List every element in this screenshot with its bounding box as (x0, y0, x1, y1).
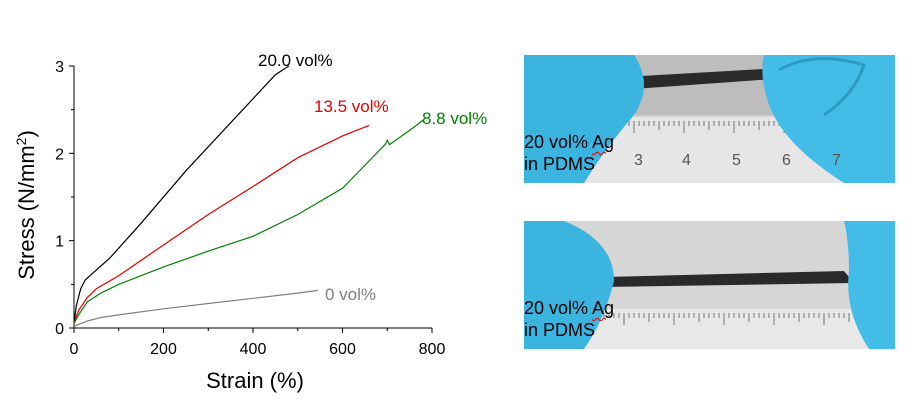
series-line (73, 65, 290, 324)
photo-top-image: 3 4 5 6 7 (524, 55, 895, 183)
x-tick-label: 0 (70, 341, 79, 358)
ruler-number: 6 (782, 152, 791, 169)
series-line (73, 124, 370, 324)
y-tick-label: 3 (55, 59, 64, 76)
photo-bottom-caption: 20 vol% Ag in PDMS (524, 297, 614, 341)
caption-line-1: 20 vol% Ag (524, 298, 615, 318)
x-axis-label: Strain (%) (206, 368, 304, 393)
photo-unstretched-sample: 20 vol% Ag in PDMS (524, 221, 895, 349)
ruler-number: 7 (832, 152, 841, 169)
glove-left-bottom (524, 221, 614, 349)
photo-stretched-sample: 3 4 5 6 7 20 vol% Ag in PDMS (524, 55, 895, 183)
glove-right-top (762, 55, 895, 183)
series-line (73, 289, 318, 327)
y-axis-label-main: Stress (N/mm (14, 145, 39, 279)
x-tick-label: 800 (419, 341, 446, 358)
caption-line-2: in PDMS (524, 154, 596, 174)
series-label: 20.0 vol% (258, 51, 333, 70)
stress-strain-chart: 0 200 400 600 800 0 1 2 3 20.0 vol% 13.5 vol% 8.8 … (13, 51, 487, 393)
y-axis-label-close: ) (14, 130, 39, 137)
y-tick-label: 2 (55, 146, 64, 163)
y-tick-label: 1 (55, 234, 64, 251)
series-label: 8.8 vol% (422, 109, 487, 128)
x-tick-label: 400 (240, 341, 267, 358)
caption-line-1: 20 vol% Ag (524, 132, 615, 152)
chart-series (73, 65, 424, 327)
glove-right-bottom (844, 221, 895, 349)
caption-line-2: in PDMS (524, 320, 596, 340)
ruler-number: 5 (732, 152, 741, 169)
x-tick-label: 200 (150, 341, 177, 358)
sample-strip-bottom (604, 271, 854, 287)
y-axis-label-sup: 2 (13, 137, 29, 145)
photo-bottom-image (524, 221, 895, 349)
x-tick-label: 600 (329, 341, 356, 358)
y-axis-label: Stress (N/mm2) (13, 130, 39, 280)
series-line (73, 119, 424, 324)
ruler-number: 4 (682, 152, 691, 169)
glove-left-top (524, 55, 644, 183)
series-label: 13.5 vol% (314, 97, 389, 116)
ruler-number: 3 (634, 152, 643, 169)
y-tick-label: 0 (55, 321, 64, 338)
sample-strip-top (624, 69, 774, 89)
photo-top-caption: 20 vol% Ag in PDMS (524, 131, 614, 175)
series-label: 0 vol% (325, 285, 376, 304)
chart-axes: 0 200 400 600 800 0 1 2 3 (55, 59, 445, 358)
chart-series-labels: 20.0 vol% 13.5 vol% 8.8 vol% 0 vol% (258, 51, 487, 304)
